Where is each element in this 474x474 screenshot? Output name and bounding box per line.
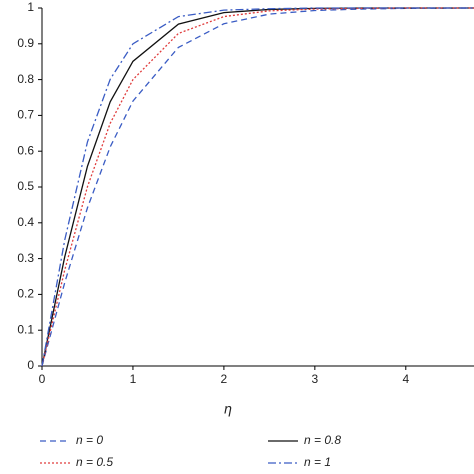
y-tick-label: 0.9 bbox=[17, 36, 34, 50]
legend-label: n = 0 bbox=[76, 433, 103, 447]
y-tick-label: 0 bbox=[27, 358, 34, 372]
y-tick-label: 0.3 bbox=[17, 251, 34, 265]
y-tick-label: 0.6 bbox=[17, 143, 34, 157]
y-tick-label: 0.5 bbox=[17, 179, 34, 193]
x-tick-label: 1 bbox=[130, 372, 137, 386]
y-tick-label: 0.7 bbox=[17, 108, 34, 122]
series-line bbox=[41, 7, 474, 367]
series-line bbox=[41, 7, 474, 367]
legend-label: n = 0.5 bbox=[76, 455, 113, 469]
legend-label: n = 1 bbox=[304, 455, 331, 469]
x-tick-label: 3 bbox=[311, 372, 318, 386]
y-tick-label: 0.8 bbox=[17, 72, 34, 86]
y-tick-label: 0.2 bbox=[17, 287, 34, 301]
x-tick-label: 0 bbox=[39, 372, 46, 386]
y-tick-label: 0.1 bbox=[17, 322, 34, 336]
x-axis-label: η bbox=[224, 401, 232, 417]
legend-label: n = 0.8 bbox=[304, 433, 341, 447]
series-line bbox=[41, 7, 474, 367]
x-tick-label: 2 bbox=[221, 372, 228, 386]
y-tick-label: 0.4 bbox=[17, 215, 34, 229]
y-tick-label: 1 bbox=[27, 0, 34, 14]
x-tick-label: 4 bbox=[402, 372, 409, 386]
series-line bbox=[41, 7, 474, 367]
